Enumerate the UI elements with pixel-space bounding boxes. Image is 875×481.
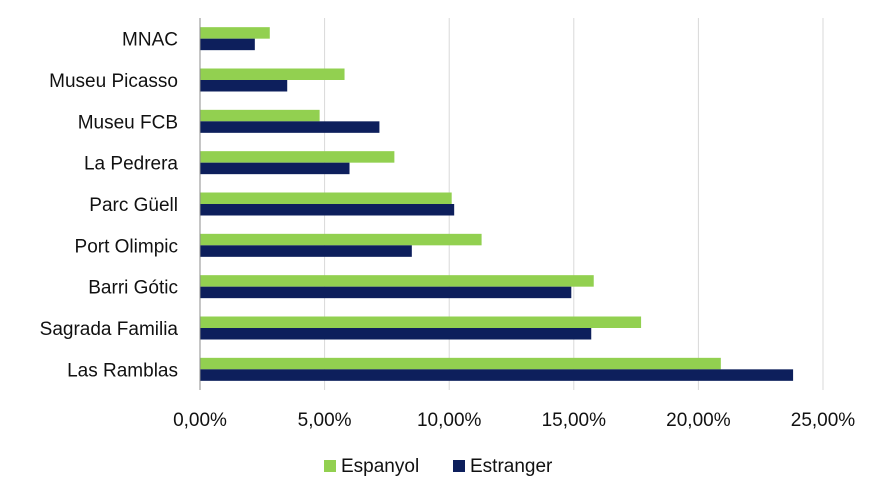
bar-espanyol: [200, 68, 345, 80]
bar-espanyol: [200, 316, 642, 328]
x-tick-label: 5,00%: [298, 410, 352, 431]
bar-espanyol: [200, 192, 452, 204]
x-tick-label: 0,00%: [173, 410, 227, 431]
legend-label-espanyol: Espanyol: [341, 456, 419, 477]
bar-estranger: [200, 286, 572, 299]
bar-estranger: [200, 369, 794, 381]
category-label: MNAC: [122, 30, 178, 51]
legend: Espanyol Estranger: [324, 456, 553, 477]
x-tick-label: 25,00%: [791, 410, 856, 431]
bar-estranger: [200, 245, 412, 257]
x-tick-label: 10,00%: [417, 410, 482, 431]
category-label: Parc Güell: [89, 195, 178, 216]
legend-swatch-espanyol: [324, 460, 336, 472]
category-labels: MNAC Museu Picasso Museu FCB La Pedrera Parc…: [40, 30, 179, 382]
legend-label-estranger: Estranger: [470, 456, 553, 477]
bar-espanyol: [200, 233, 482, 246]
legend-swatch-estranger: [453, 460, 465, 472]
bar-espanyol: [200, 151, 395, 163]
bar-espanyol: [200, 109, 320, 122]
bar-estranger: [200, 162, 350, 175]
category-label: Sagrada Familia: [40, 319, 179, 340]
bar-espanyol: [200, 27, 270, 39]
bar-estranger: [200, 121, 380, 133]
category-label: Museu Picasso: [49, 71, 178, 92]
category-label: Barri Gótic: [88, 278, 178, 299]
bar-estranger: [200, 38, 255, 51]
category-label: Museu FCB: [78, 112, 178, 133]
x-axis-tick-labels: 0,00% 5,00% 10,00% 15,00% 20,00% 25,00%: [173, 410, 855, 431]
category-label: La Pedrera: [84, 154, 178, 175]
category-label: Port Olimpic: [75, 236, 178, 257]
bar-estranger: [200, 204, 455, 216]
x-tick-label: 20,00%: [666, 410, 731, 431]
x-tick-label: 15,00%: [542, 410, 607, 431]
bar-estranger: [200, 328, 592, 340]
bar-estranger: [200, 80, 288, 92]
bars: [200, 27, 794, 381]
category-label: Las Ramblas: [67, 360, 178, 381]
bar-espanyol: [200, 275, 594, 287]
bar-espanyol: [200, 357, 721, 370]
